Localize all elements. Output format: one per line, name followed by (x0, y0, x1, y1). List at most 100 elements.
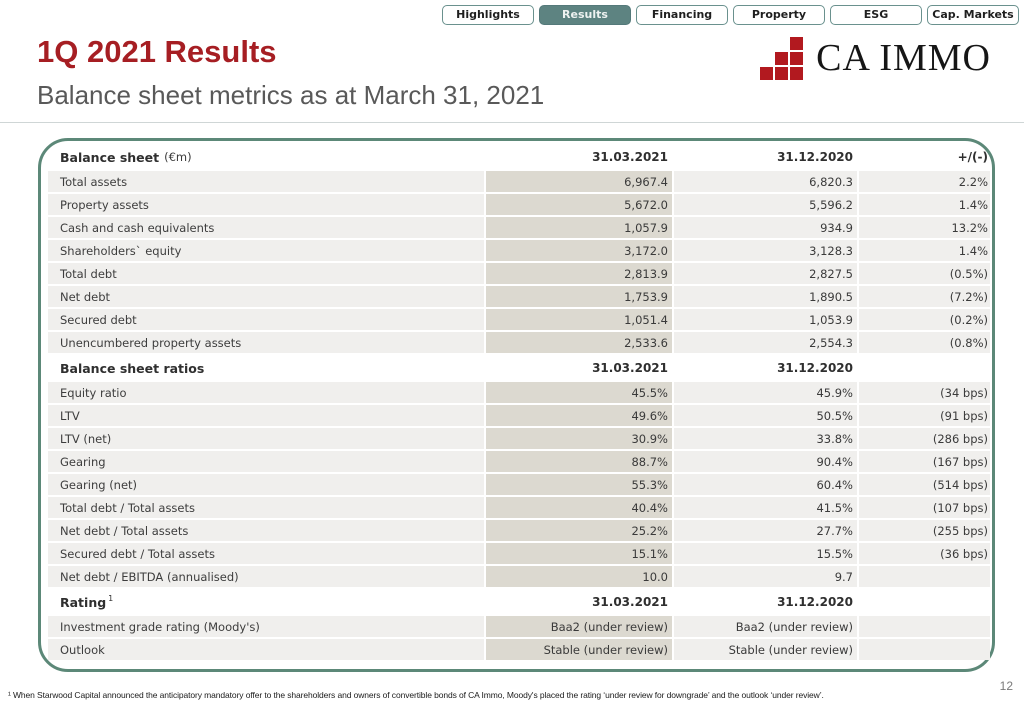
value-current: 6,967.4 (486, 171, 672, 192)
col-header-previous: 31.12.2020 (777, 595, 853, 609)
row-label: Equity ratio (48, 382, 484, 403)
row-label: Total assets (48, 171, 484, 192)
row-label: Investment grade rating (Moody's) (48, 616, 484, 637)
value-current: 1,051.4 (486, 309, 672, 330)
value-current: 1,057.9 (486, 217, 672, 238)
value-previous: 6,820.3 (674, 171, 857, 192)
value-previous: 45.9% (674, 382, 857, 403)
value-previous: 1,053.9 (674, 309, 857, 330)
value-current: 15.1% (486, 543, 672, 564)
row-label: Unencumbered property assets (48, 332, 484, 353)
value-change: (36 bps) (859, 543, 990, 564)
value-change: (255 bps) (859, 520, 990, 541)
section-header-row: Balance sheet ratios 31.03.2021 31.12.2020 (48, 357, 990, 379)
col-header-current: 31.03.2021 (592, 361, 668, 375)
tab-bar: Highlights Results Financing Property ESG Cap… (442, 5, 1019, 25)
footnote: ¹ When Starwood Capital announced the an… (8, 690, 824, 700)
value-previous: 1,890.5 (674, 286, 857, 307)
value-current: 45.5% (486, 382, 672, 403)
value-change: (167 bps) (859, 451, 990, 472)
logo-text: CA IMMO (816, 37, 991, 79)
value-previous: 2,554.3 (674, 332, 857, 353)
table-row: Total assets 6,967.4 6,820.3 2.2% (48, 171, 990, 192)
section-title-superscript: 1 (108, 593, 114, 603)
row-label: Shareholders` equity (48, 240, 484, 261)
tab-property[interactable]: Property (733, 5, 825, 25)
tab-cap-markets[interactable]: Cap. Markets (927, 5, 1019, 25)
table-row: Property assets 5,672.0 5,596.2 1.4% (48, 194, 990, 215)
table-row: Gearing (net) 55.3% 60.4% (514 bps) (48, 474, 990, 495)
row-label: Secured debt (48, 309, 484, 330)
section-title-text: Balance sheet (60, 149, 160, 165)
value-previous: 90.4% (674, 451, 857, 472)
col-header-change (859, 591, 990, 613)
header-divider (0, 122, 1024, 123)
value-change: (7.2%) (859, 286, 990, 307)
table-row: Investment grade rating (Moody's) Baa2 (u… (48, 616, 990, 637)
row-label: Gearing (48, 451, 484, 472)
row-label: Net debt / Total assets (48, 520, 484, 541)
row-label: Net debt (48, 286, 484, 307)
value-previous: 934.9 (674, 217, 857, 238)
col-header-previous: 31.12.2020 (777, 150, 853, 164)
page-number: 12 (999, 679, 1013, 693)
table-row: Cash and cash equivalents 1,057.9 934.9 13.… (48, 217, 990, 238)
row-label: Cash and cash equivalents (48, 217, 484, 238)
value-previous: 27.7% (674, 520, 857, 541)
col-header-change (859, 357, 990, 379)
value-previous: 15.5% (674, 543, 857, 564)
table-row: Gearing 88.7% 90.4% (167 bps) (48, 451, 990, 472)
value-current: 30.9% (486, 428, 672, 449)
col-header-change: +/(-) (957, 150, 988, 164)
col-header-current: 31.03.2021 (592, 150, 668, 164)
value-current: 25.2% (486, 520, 672, 541)
row-label: Total debt / Total assets (48, 497, 484, 518)
value-previous: 2,827.5 (674, 263, 857, 284)
row-label: LTV (net) (48, 428, 484, 449)
value-change: 2.2% (859, 171, 990, 192)
row-label: LTV (48, 405, 484, 426)
tab-results[interactable]: Results (539, 5, 631, 25)
value-change: (107 bps) (859, 497, 990, 518)
value-change: (0.8%) (859, 332, 990, 353)
col-header-current: 31.03.2021 (592, 595, 668, 609)
section-header-row: Rating 1 31.03.2021 31.12.2020 (48, 591, 990, 613)
table-row: Total debt / Total assets 40.4% 41.5% (107 … (48, 497, 990, 518)
value-change: 1.4% (859, 240, 990, 261)
tab-highlights[interactable]: Highlights (442, 5, 534, 25)
value-change: 13.2% (859, 217, 990, 238)
row-label: Net debt / EBITDA (annualised) (48, 566, 484, 587)
table-row: Equity ratio 45.5% 45.9% (34 bps) (48, 382, 990, 403)
logo-squares-icon (760, 36, 804, 80)
row-label: Gearing (net) (48, 474, 484, 495)
table-row: LTV (net) 30.9% 33.8% (286 bps) (48, 428, 990, 449)
table-row: Net debt / Total assets 25.2% 27.7% (255 bp… (48, 520, 990, 541)
value-change (859, 639, 990, 660)
value-change: 1.4% (859, 194, 990, 215)
tab-esg[interactable]: ESG (830, 5, 922, 25)
section-title: Balance sheet (€m) (48, 146, 484, 168)
value-previous: Stable (under review) (674, 639, 857, 660)
value-current: 3,172.0 (486, 240, 672, 261)
section-title-text: Balance sheet ratios (60, 360, 205, 376)
section-title-suffix: (€m) (164, 150, 192, 164)
table-row: Secured debt / Total assets 15.1% 15.5% (36… (48, 543, 990, 564)
value-current: Baa2 (under review) (486, 616, 672, 637)
value-current: 5,672.0 (486, 194, 672, 215)
row-label: Outlook (48, 639, 484, 660)
row-label: Secured debt / Total assets (48, 543, 484, 564)
table-row: LTV 49.6% 50.5% (91 bps) (48, 405, 990, 426)
section-title: Balance sheet ratios (48, 357, 484, 379)
value-current: Stable (under review) (486, 639, 672, 660)
value-change (859, 566, 990, 587)
section-header-row: Balance sheet (€m) 31.03.2021 31.12.2020 +/(… (48, 146, 990, 168)
value-previous: 50.5% (674, 405, 857, 426)
value-current: 55.3% (486, 474, 672, 495)
col-header-previous: 31.12.2020 (777, 361, 853, 375)
value-change (859, 616, 990, 637)
row-label: Property assets (48, 194, 484, 215)
value-current: 88.7% (486, 451, 672, 472)
section-title: Rating 1 (48, 591, 484, 613)
tab-financing[interactable]: Financing (636, 5, 728, 25)
value-previous: Baa2 (under review) (674, 616, 857, 637)
